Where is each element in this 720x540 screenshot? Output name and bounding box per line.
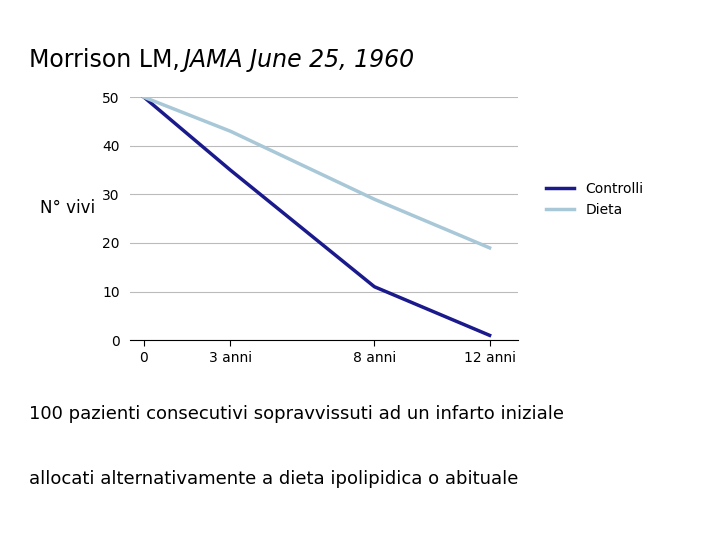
- Text: Morrison LM,: Morrison LM,: [29, 48, 187, 72]
- Controlli: [485, 332, 494, 339]
- Text: 100 pazienti consecutivi sopravvissuti ad un infarto iniziale: 100 pazienti consecutivi sopravvissuti a…: [29, 405, 564, 423]
- Dieta: [140, 94, 148, 100]
- Dieta: [226, 128, 235, 134]
- Controlli: [140, 94, 148, 100]
- Line: Controlli: Controlli: [144, 97, 490, 335]
- Dieta: [485, 245, 494, 251]
- Legend: Controlli, Dieta: Controlli, Dieta: [541, 176, 649, 222]
- Controlli: [370, 284, 379, 290]
- Dieta: [370, 196, 379, 202]
- Text: N° vivi: N° vivi: [40, 199, 95, 217]
- Controlli: [226, 167, 235, 173]
- Text: JAMA June 25, 1960: JAMA June 25, 1960: [184, 48, 415, 72]
- Text: allocati alternativamente a dieta ipolipidica o abituale: allocati alternativamente a dieta ipolip…: [29, 470, 518, 488]
- Line: Dieta: Dieta: [144, 97, 490, 248]
